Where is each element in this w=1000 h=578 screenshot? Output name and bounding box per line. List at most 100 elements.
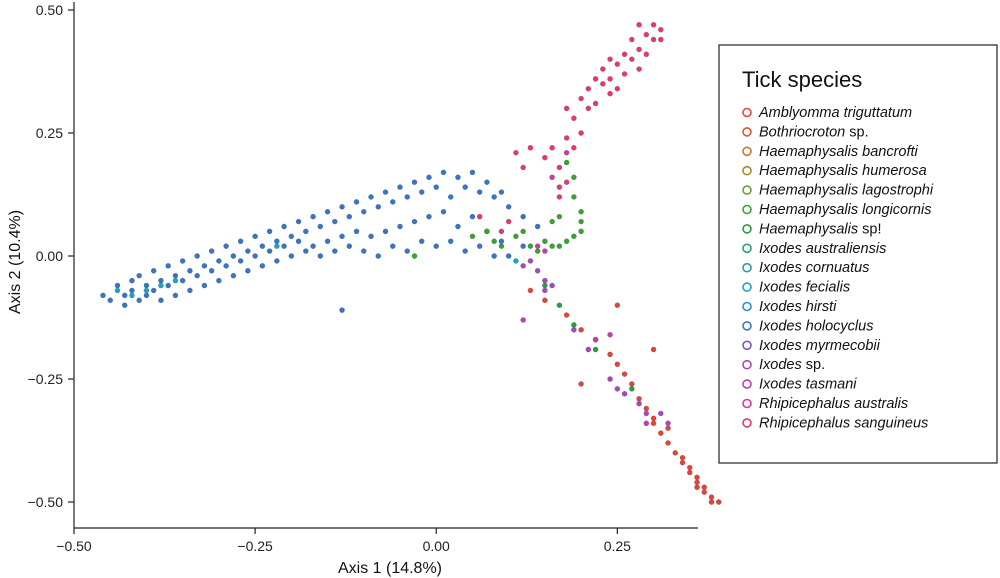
data-point xyxy=(353,228,360,235)
data-point xyxy=(440,169,447,176)
data-point xyxy=(223,263,229,269)
data-point xyxy=(476,189,483,195)
legend-label: Haemaphysalis sp! xyxy=(759,221,882,237)
data-point xyxy=(331,218,338,225)
legend-marker xyxy=(742,146,752,157)
data-point xyxy=(607,331,613,338)
data-point xyxy=(216,258,222,264)
data-point xyxy=(469,233,476,240)
y-tick-label: 0.25 xyxy=(36,125,63,141)
data-point xyxy=(549,243,555,249)
data-point xyxy=(143,292,150,299)
y-tick-label: −0.50 xyxy=(28,494,64,510)
data-point xyxy=(281,223,287,230)
data-point xyxy=(245,267,251,274)
data-point xyxy=(686,469,693,476)
legend-label-suffix: sp! xyxy=(858,221,881,237)
legend: Tick species Amblyomma triguttatum Bothri… xyxy=(718,44,998,464)
data-point xyxy=(694,484,700,491)
data-point xyxy=(165,282,171,289)
data-point xyxy=(194,253,200,259)
data-point xyxy=(252,233,258,240)
data-point xyxy=(324,238,331,245)
data-point xyxy=(143,287,150,294)
data-point xyxy=(520,263,526,269)
data-point xyxy=(397,184,403,190)
data-point xyxy=(527,243,534,249)
data-point xyxy=(505,203,512,210)
data-point xyxy=(629,56,635,63)
data-point xyxy=(578,218,584,225)
data-point xyxy=(259,243,266,249)
data-point xyxy=(614,361,621,368)
data-point xyxy=(368,194,374,200)
data-point xyxy=(303,228,309,235)
data-point xyxy=(324,208,331,215)
data-point xyxy=(353,199,360,205)
data-point xyxy=(426,213,432,220)
data-point xyxy=(549,144,555,151)
data-point xyxy=(600,81,606,87)
data-point xyxy=(129,277,135,284)
data-point xyxy=(592,336,599,343)
data-point xyxy=(187,267,193,274)
legend-label: Haemaphysalis bancrofti xyxy=(759,144,919,160)
data-point xyxy=(578,326,584,333)
data-point xyxy=(520,228,526,235)
data-point xyxy=(592,100,599,107)
data-point xyxy=(266,248,273,254)
data-point xyxy=(636,400,642,407)
data-point xyxy=(462,184,469,190)
data-point xyxy=(121,302,128,309)
data-point xyxy=(266,228,273,235)
legend-marker xyxy=(742,379,752,389)
data-point xyxy=(643,405,650,412)
data-point xyxy=(476,243,483,249)
data-point xyxy=(252,253,258,259)
data-point xyxy=(274,243,280,249)
data-point xyxy=(223,243,229,249)
legend-marker xyxy=(742,243,752,254)
data-point xyxy=(230,253,237,259)
data-point xyxy=(389,243,396,249)
data-point xyxy=(571,322,577,328)
data-point xyxy=(556,213,563,220)
data-point xyxy=(426,174,432,181)
data-point xyxy=(563,238,570,245)
data-point xyxy=(455,174,461,181)
legend-label: Rhipicephalus sanguineus xyxy=(759,415,928,431)
data-point xyxy=(643,51,650,58)
y-tick-label: −0.25 xyxy=(28,371,64,387)
legend-label-italic: Ixodes tasmani xyxy=(759,377,857,393)
legend-label: Ixodes fecialis xyxy=(759,280,850,296)
data-point xyxy=(418,189,425,195)
data-point xyxy=(469,169,476,176)
data-point xyxy=(187,287,193,294)
data-point xyxy=(143,282,150,289)
data-point xyxy=(629,386,635,392)
data-point xyxy=(542,154,548,161)
data-point xyxy=(650,420,657,427)
data-point xyxy=(114,287,121,294)
data-point xyxy=(513,258,519,264)
data-point xyxy=(505,253,512,259)
data-point xyxy=(629,36,635,43)
data-point xyxy=(397,223,403,230)
data-point xyxy=(571,233,577,240)
data-point xyxy=(172,277,179,284)
data-point xyxy=(585,346,592,353)
legend-marker xyxy=(742,262,752,273)
legend-label: Ixodes cornuatus xyxy=(759,260,869,276)
data-point xyxy=(527,287,534,294)
data-point xyxy=(556,243,563,249)
data-point xyxy=(665,420,671,427)
data-point xyxy=(259,263,266,269)
data-point xyxy=(614,61,621,67)
legend-marker xyxy=(742,359,752,370)
legend-label-italic: Haemaphysalis longicornis xyxy=(759,202,931,218)
data-point xyxy=(607,56,613,63)
legend-marker xyxy=(742,321,752,331)
data-point xyxy=(476,213,483,220)
y-tick-label: 0.00 xyxy=(36,248,63,264)
data-point xyxy=(585,105,592,112)
